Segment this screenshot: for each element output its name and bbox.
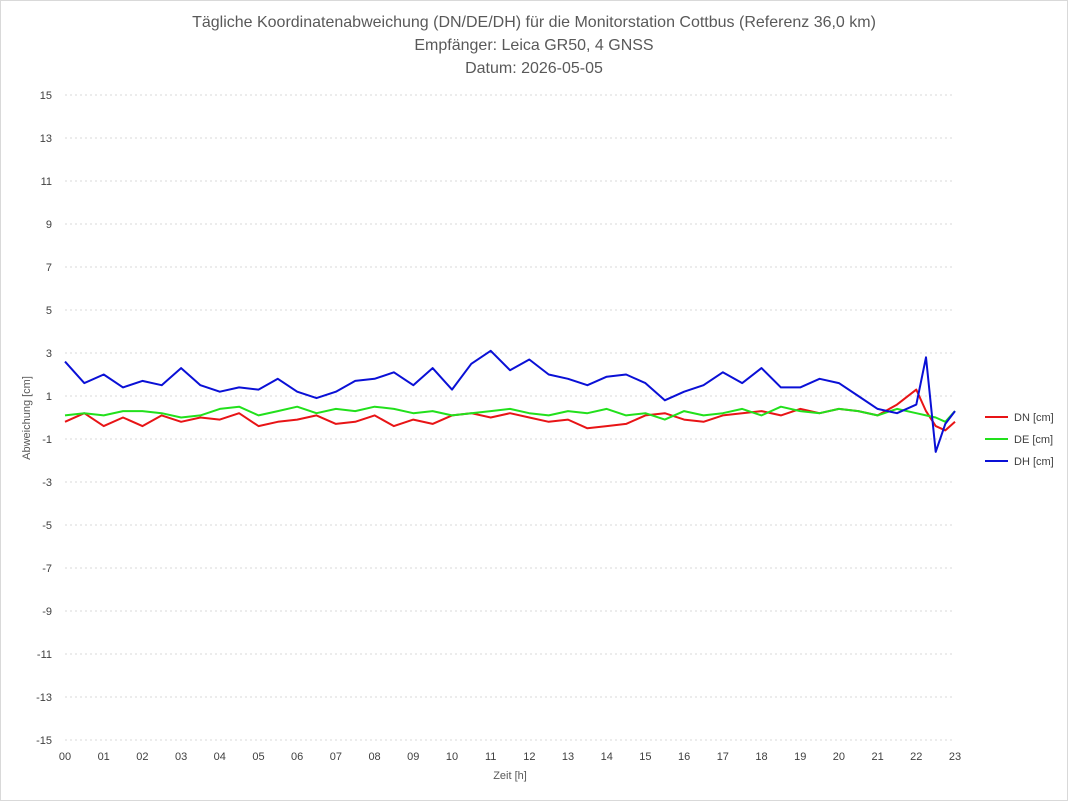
legend-entry: DN [cm]	[1014, 412, 1054, 424]
x-tick-label: 21	[871, 751, 883, 763]
x-tick-label: 14	[601, 751, 613, 763]
chart-title-line-3: Datum: 2026-05-05	[465, 60, 603, 77]
x-tick-label: 11	[485, 751, 496, 763]
y-tick-label: -7	[42, 563, 52, 575]
y-tick-label: 13	[40, 133, 52, 145]
x-tick-label: 20	[833, 751, 845, 763]
x-tick-label: 03	[175, 751, 187, 763]
x-tick-label: 18	[755, 751, 767, 763]
x-axis-label: Zeit [h]	[493, 770, 527, 782]
x-tick-label: 13	[562, 751, 574, 763]
y-tick-label: 3	[46, 348, 52, 360]
legend-entry: DH [cm]	[1014, 456, 1054, 468]
y-tick-labels: 15 13 11 9 7 5 3 1 -1 -3 -5 -7 -9 -11 -13 -15	[36, 90, 52, 747]
y-tick-label: 1	[46, 391, 52, 403]
x-tick-label: 05	[252, 751, 264, 763]
x-tick-labels: 00 01 02 03 04 05 06 07 08 09 10 11 12 13 14 15 16 17 18 19…	[59, 751, 961, 763]
x-tick-label: 00	[59, 751, 71, 763]
y-tick-label: 9	[46, 219, 52, 231]
x-tick-label: 12	[523, 751, 535, 763]
y-tick-label: -13	[36, 692, 52, 704]
series-line-dh	[64, 349, 956, 453]
x-tick-label: 22	[910, 751, 922, 763]
y-tick-label: -11	[37, 649, 52, 661]
y-tick-label: 7	[46, 262, 52, 274]
x-tick-label: 23	[949, 751, 961, 763]
legend-entry: DE [cm]	[1014, 434, 1053, 446]
y-tick-label: -3	[42, 477, 52, 489]
y-tick-label: -1	[42, 434, 52, 446]
y-tick-label: 5	[46, 305, 52, 317]
y-tick-label: 11	[41, 176, 52, 188]
x-tick-label: 01	[98, 751, 110, 763]
y-tick-label: -15	[36, 735, 52, 747]
x-tick-label: 09	[407, 751, 419, 763]
chart-title-line-1: Tägliche Koordinatenabweichung (DN/DE/DH…	[192, 14, 876, 31]
x-tick-label: 07	[330, 751, 342, 763]
x-tick-label: 15	[639, 751, 651, 763]
x-tick-label: 16	[678, 751, 690, 763]
x-tick-label: 17	[717, 751, 729, 763]
x-tick-label: 04	[214, 751, 226, 763]
y-tick-label: 15	[40, 90, 52, 102]
gridlines	[65, 94, 955, 741]
x-tick-label: 02	[136, 751, 148, 763]
x-tick-label: 06	[291, 751, 303, 763]
series-lines	[64, 349, 956, 453]
chart-title-line-2: Empfänger: Leica GR50, 4 GNSS	[414, 37, 653, 54]
x-tick-label: 08	[368, 751, 380, 763]
series-line-de	[64, 405, 956, 423]
x-tick-label: 19	[794, 751, 806, 763]
y-axis-label: Abweichung [cm]	[21, 376, 33, 460]
y-tick-label: -9	[42, 606, 52, 618]
legend: DN [cm] DE [cm] DH [cm]	[985, 412, 1054, 468]
y-tick-label: -5	[42, 520, 52, 532]
x-tick-label: 10	[446, 751, 458, 763]
